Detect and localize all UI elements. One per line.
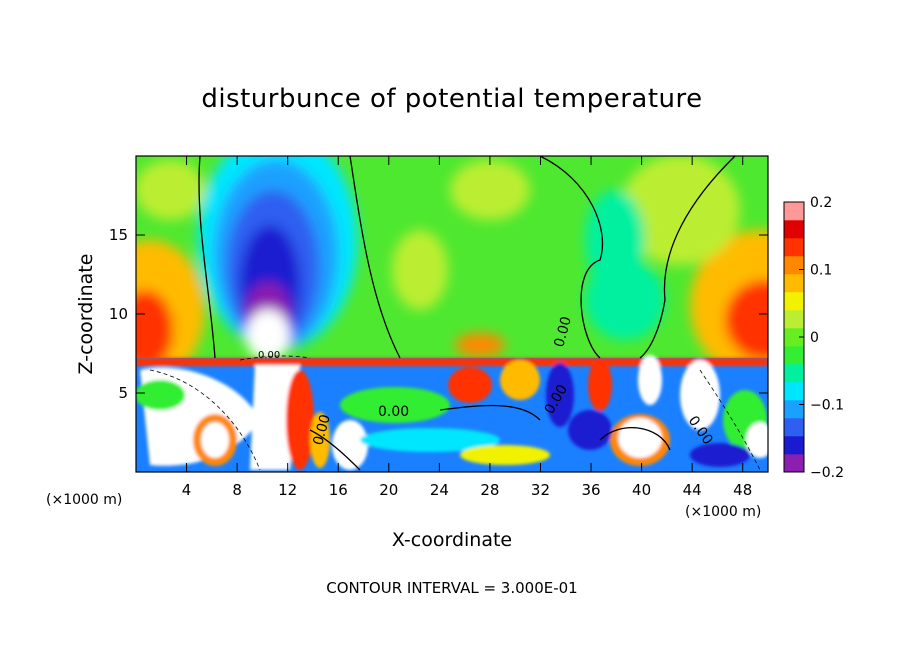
colorbar-swatch [784,220,804,239]
colorbar-swatch [784,292,804,311]
y-axis: 5 10 15 [109,226,768,402]
colorbar-swatch [784,436,804,455]
x-tick-label: 40 [632,481,651,499]
contour-interval-note: CONTOUR INTERVAL = 3.000E-01 [326,579,577,597]
x-tick-label: 48 [733,481,752,499]
colorbar-swatch [784,418,804,437]
x-tick-label: 36 [581,481,600,499]
x-tick-label: 24 [430,481,449,499]
contour-label: 0.00 [258,350,280,361]
colorbar-swatch [784,364,804,383]
colorbar-tick-label: 0.2 [810,195,832,211]
colorbar-swatch [784,400,804,419]
x-unit-right: (×1000 m) [685,504,761,520]
colorbar-swatch [784,274,804,293]
contour-label: 0.00 [378,404,409,420]
colorbar-tick-label: 0.1 [810,263,832,279]
x-tick-label: 32 [531,481,550,499]
x-tick-label: 16 [329,481,348,499]
colorbar-swatch [784,238,804,257]
x-axis-label: X-coordinate [392,529,512,551]
chart-title: disturbunce of potential temperature [201,84,703,114]
x-tick-label: 20 [379,481,398,499]
x-axis: 4 8 12 16 20 24 28 32 36 40 44 48 [182,156,752,499]
x-unit-left: (×1000 m) [46,492,122,508]
x-tick-label: 8 [232,481,242,499]
y-tick-label: 10 [109,305,128,323]
x-tick-label: 12 [278,481,297,499]
colorbar-swatch [784,328,804,347]
colorbar-swatch [784,346,804,365]
colorbar-axis: 0.2 0.1 0 −0.1 −0.2 [799,195,844,481]
colorbar-swatch [784,454,804,473]
contour-label: 0.00 [310,413,334,447]
colorbar-swatch [784,310,804,329]
colorbar-swatch [784,382,804,401]
colorbar-tick-label: −0.1 [810,398,844,414]
y-tick-label: 5 [118,384,128,402]
y-axis-label: Z-coordinate [75,254,97,375]
colorbar [784,202,804,473]
y-tick-label: 15 [109,226,128,244]
contour-label: 0.00 [551,315,575,349]
colorbar-swatch [784,202,804,221]
heatmap-field [136,156,768,472]
colorbar-tick-label: −0.2 [810,465,844,481]
colorbar-swatch [784,256,804,275]
x-tick-label: 44 [683,481,702,499]
x-tick-label: 28 [480,481,499,499]
x-tick-label: 4 [182,481,192,499]
colorbar-tick-label: 0 [810,330,819,346]
